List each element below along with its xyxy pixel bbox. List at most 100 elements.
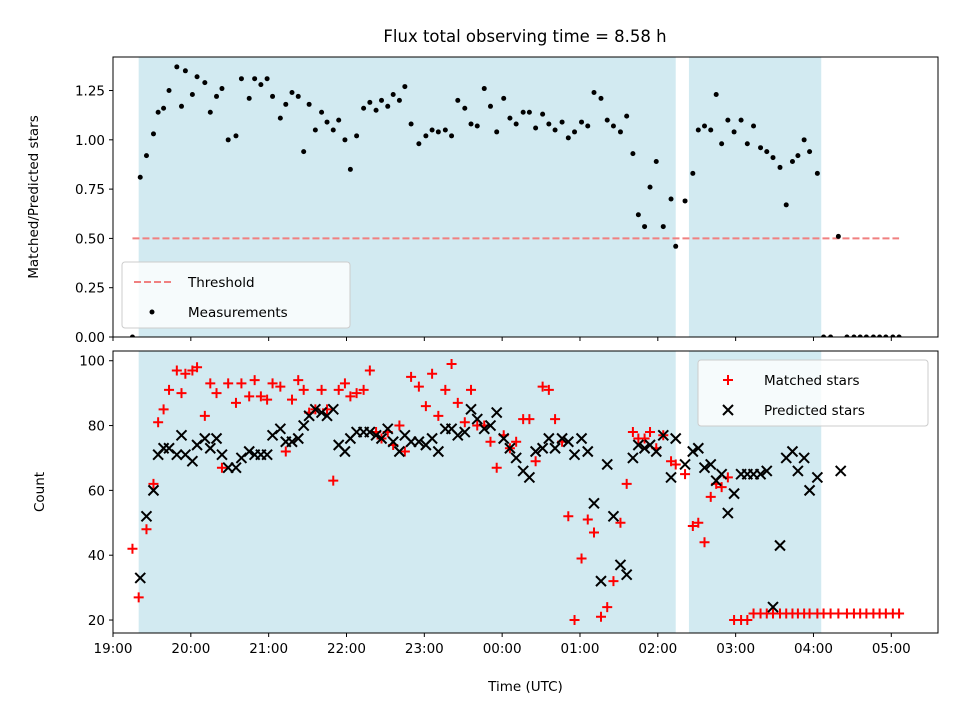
y-tick-label: 80 bbox=[88, 419, 105, 435]
y-tick-label: 0.25 bbox=[75, 281, 105, 297]
bottom-axes-frame bbox=[112, 350, 939, 634]
predicted-star-point bbox=[767, 601, 779, 613]
matched-star-point bbox=[158, 404, 169, 415]
predicted-star-point bbox=[140, 510, 153, 523]
measurement-point bbox=[744, 141, 750, 147]
matched-star-point bbox=[164, 384, 175, 395]
predicted-star-point bbox=[426, 432, 438, 445]
predicted-star-point bbox=[786, 445, 799, 458]
legend-label: Predicted stars bbox=[764, 403, 865, 419]
predicted-star-point bbox=[665, 471, 677, 484]
measurement-point bbox=[481, 86, 487, 92]
matched-star-point bbox=[433, 410, 444, 421]
measurement-point bbox=[870, 334, 876, 337]
measurement-point bbox=[690, 170, 696, 176]
predicted-star-point bbox=[650, 445, 662, 458]
predicted-star-point bbox=[204, 442, 216, 454]
measurement-point bbox=[258, 82, 264, 88]
matched-star-point bbox=[569, 615, 580, 626]
measurement-point bbox=[857, 334, 863, 337]
predicted-star-point bbox=[490, 406, 503, 419]
measurement-point bbox=[835, 233, 841, 239]
measurement-point bbox=[342, 137, 348, 143]
matched-star-point bbox=[364, 365, 375, 376]
matched-star-point bbox=[452, 397, 463, 408]
y-tick-label: 1.25 bbox=[75, 84, 105, 100]
measurement-point bbox=[713, 91, 719, 97]
measurement-point bbox=[474, 123, 480, 129]
matched-star-point bbox=[339, 378, 350, 389]
predicted-star-point bbox=[792, 465, 804, 477]
measurement-point bbox=[295, 93, 301, 99]
measurement-point bbox=[585, 123, 591, 129]
matched-star-point bbox=[582, 514, 593, 525]
matched-star-point bbox=[171, 365, 182, 376]
measurement-point bbox=[896, 334, 902, 337]
predicted-star-point bbox=[632, 439, 645, 451]
matched-star-point bbox=[543, 384, 554, 395]
measurement-point bbox=[155, 109, 161, 115]
measurement-point bbox=[264, 76, 270, 82]
matched-star-point bbox=[602, 602, 613, 613]
matched-star-point bbox=[511, 436, 522, 447]
measurement-point bbox=[233, 133, 239, 139]
measurement-point bbox=[533, 125, 539, 131]
y-tick-label: 100 bbox=[79, 354, 105, 370]
measurement-point bbox=[194, 74, 200, 80]
matched-star-point bbox=[298, 384, 309, 395]
matched-star-point bbox=[621, 478, 632, 489]
measurement-point bbox=[751, 123, 757, 129]
matched-star-point bbox=[413, 381, 424, 392]
measurement-point bbox=[668, 196, 674, 202]
measurement-point bbox=[572, 129, 578, 135]
matched-star-point bbox=[293, 375, 304, 386]
predicted-star-point bbox=[471, 413, 483, 425]
measurement-point bbox=[207, 109, 213, 115]
y-tick-label: 60 bbox=[88, 483, 105, 499]
x-tick-label: 23:00 bbox=[405, 641, 444, 657]
measurement-point bbox=[408, 121, 414, 127]
predicted-star-point bbox=[309, 403, 322, 416]
predicted-star-point bbox=[498, 432, 510, 445]
measurement-point bbox=[552, 127, 558, 133]
predicted-star-point bbox=[562, 436, 575, 448]
measurement-point bbox=[402, 84, 408, 90]
predicted-star-point bbox=[210, 432, 223, 445]
predicted-star-point bbox=[230, 461, 242, 474]
predicted-star-point bbox=[698, 461, 711, 474]
predicted-star-point bbox=[638, 442, 651, 454]
predicted-star-point bbox=[549, 442, 561, 454]
predicted-star-point bbox=[705, 458, 717, 471]
matched-star-point bbox=[705, 491, 716, 502]
predicted-star-point bbox=[387, 436, 399, 448]
matched-star-point bbox=[133, 592, 144, 603]
measurement-point bbox=[883, 334, 889, 337]
measurement-point bbox=[396, 97, 402, 103]
predicted-star-point bbox=[811, 471, 824, 484]
measurement-point bbox=[851, 334, 857, 337]
predicted-star-point bbox=[393, 445, 406, 458]
matched-star-point bbox=[244, 391, 255, 402]
matched-star-point bbox=[211, 388, 222, 399]
predicted-star-point bbox=[199, 432, 211, 445]
matched-star-point bbox=[446, 358, 457, 369]
measurement-point bbox=[702, 123, 708, 129]
matched-star-point bbox=[466, 384, 477, 395]
matched-star-point bbox=[230, 397, 241, 408]
predicted-star-point bbox=[523, 471, 536, 484]
predicted-star-point bbox=[364, 426, 376, 438]
measurement-point bbox=[324, 119, 330, 125]
measurement-point bbox=[468, 121, 474, 127]
predicted-star-point bbox=[339, 445, 351, 458]
matched-star-point bbox=[333, 384, 344, 395]
measurement-point bbox=[630, 151, 636, 157]
measurement-point bbox=[828, 334, 834, 337]
matched-star-point bbox=[687, 521, 698, 532]
measurement-point bbox=[647, 184, 653, 190]
measurement-point bbox=[660, 224, 666, 230]
measurement-point bbox=[731, 129, 737, 135]
matched-star-point bbox=[153, 417, 164, 428]
predicted-star-point bbox=[432, 445, 445, 458]
predicted-star-point bbox=[175, 429, 188, 441]
legend-label: Measurements bbox=[188, 305, 288, 321]
